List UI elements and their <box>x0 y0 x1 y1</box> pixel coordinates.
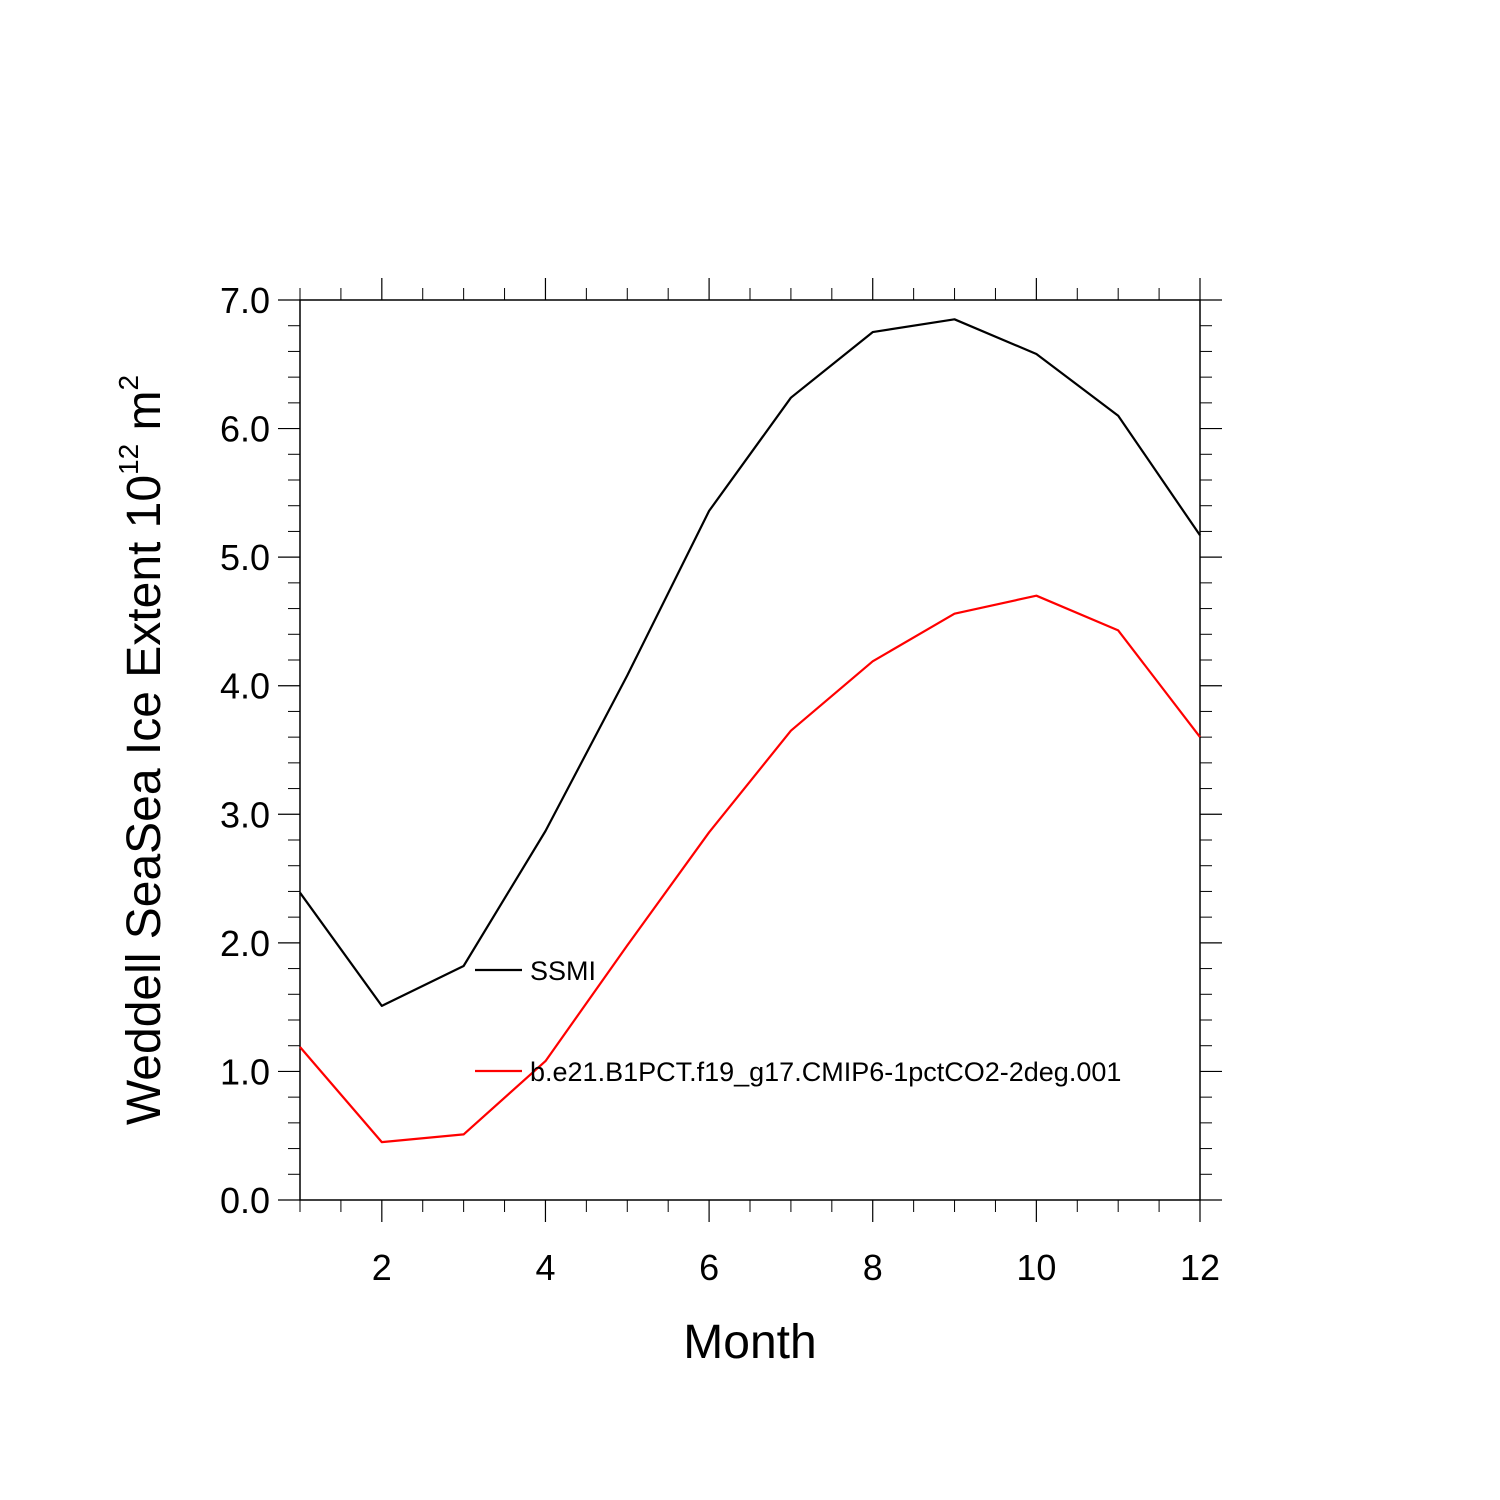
y-tick-label: 2.0 <box>220 923 270 964</box>
y-axis-title-unit: m <box>118 390 171 443</box>
axis-ticks: 0.0 1.0 2.0 3.0 4.0 5.0 6.0 7.0 2 4 6 8 10 12 <box>220 278 1222 1288</box>
y-axis-title-exponent-1: 12 <box>113 444 144 475</box>
x-tick-label: 4 <box>535 1247 555 1288</box>
series-line-2 <box>299 594 1201 1144</box>
y-tick-label: 3.0 <box>220 794 270 835</box>
series-layer <box>299 318 1201 1144</box>
y-tick-label: 0.0 <box>220 1180 270 1221</box>
y-axis-title: Weddell SeaSea Ice Extent 1012 m2 <box>113 375 171 1125</box>
x-tick-label: 12 <box>1180 1247 1220 1288</box>
series-line-1 <box>299 318 1201 1008</box>
y-tick-label: 4.0 <box>220 666 270 707</box>
x-tick-label: 2 <box>372 1247 392 1288</box>
y-axis-title-text: Weddell SeaSea Ice Extent 10 <box>118 475 171 1125</box>
y-tick-label: 7.0 <box>220 280 270 321</box>
y-tick-label: 5.0 <box>220 537 270 578</box>
x-tick-label: 6 <box>699 1247 719 1288</box>
x-tick-label: 8 <box>863 1247 883 1288</box>
legend: SSMI b.e21.B1PCT.f19_g17.CMIP6-1pctCO2-2d… <box>475 956 1121 1087</box>
x-tick-label: 10 <box>1016 1247 1056 1288</box>
y-axis-title-exponent-2: 2 <box>113 375 144 391</box>
legend-label: b.e21.B1PCT.f19_g17.CMIP6-1pctCO2-2deg.0… <box>530 1057 1121 1087</box>
legend-label: SSMI <box>530 956 596 986</box>
y-tick-label: 1.0 <box>220 1051 270 1092</box>
x-axis-title: Month <box>683 1316 816 1369</box>
y-tick-label: 6.0 <box>220 409 270 450</box>
